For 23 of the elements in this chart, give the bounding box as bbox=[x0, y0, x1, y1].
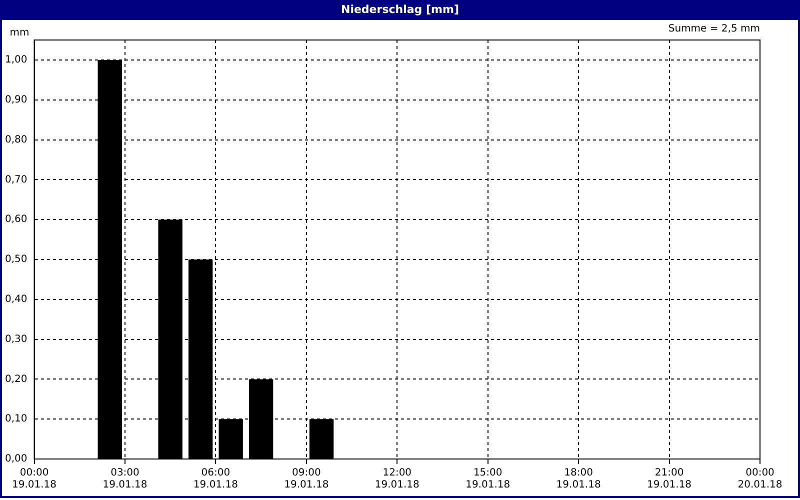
text: Summe = 2,5 mm bbox=[668, 24, 760, 35]
y-tick-label: 0,60 bbox=[5, 214, 28, 226]
y-tick-label: 0,80 bbox=[5, 134, 28, 146]
x-tick-label: 03:00 19.01.18 bbox=[102, 468, 148, 491]
y-tick-label: 0,10 bbox=[5, 414, 28, 425]
x-tick-label: 09:00 19.01.18 bbox=[284, 468, 329, 491]
x-tick-label: 06:00 19.01.18 bbox=[193, 468, 238, 491]
y-tick-label: 0,00 bbox=[5, 454, 28, 465]
y-tick-label: 0,90 bbox=[5, 94, 28, 106]
x-tick-label: 15:00 19.01.18 bbox=[466, 468, 510, 491]
y-tick-label: 0,50 bbox=[5, 254, 28, 266]
x-tick-label: 00:00 20.01.18 bbox=[738, 468, 782, 491]
x-tick-label: 18:00 19.01.18 bbox=[556, 468, 601, 491]
chart-title: Niederschlag [mm] bbox=[2, 0, 798, 20]
y-tick-label: 1,00 bbox=[5, 54, 28, 66]
x-tick-label: 12:00 19.01.18 bbox=[374, 468, 420, 491]
y-axis-title: mm bbox=[10, 28, 30, 39]
y-tick-label: 0,40 bbox=[5, 294, 28, 305]
y-tick-label: 0,20 bbox=[5, 374, 28, 385]
y-tick-label: 0,70 bbox=[5, 174, 28, 186]
x-tick-label: 21:00 19.01.18 bbox=[647, 468, 692, 491]
x-tick-label: 00:00 19.01.18 bbox=[12, 468, 57, 491]
y-tick-label: 0,30 bbox=[5, 334, 28, 345]
